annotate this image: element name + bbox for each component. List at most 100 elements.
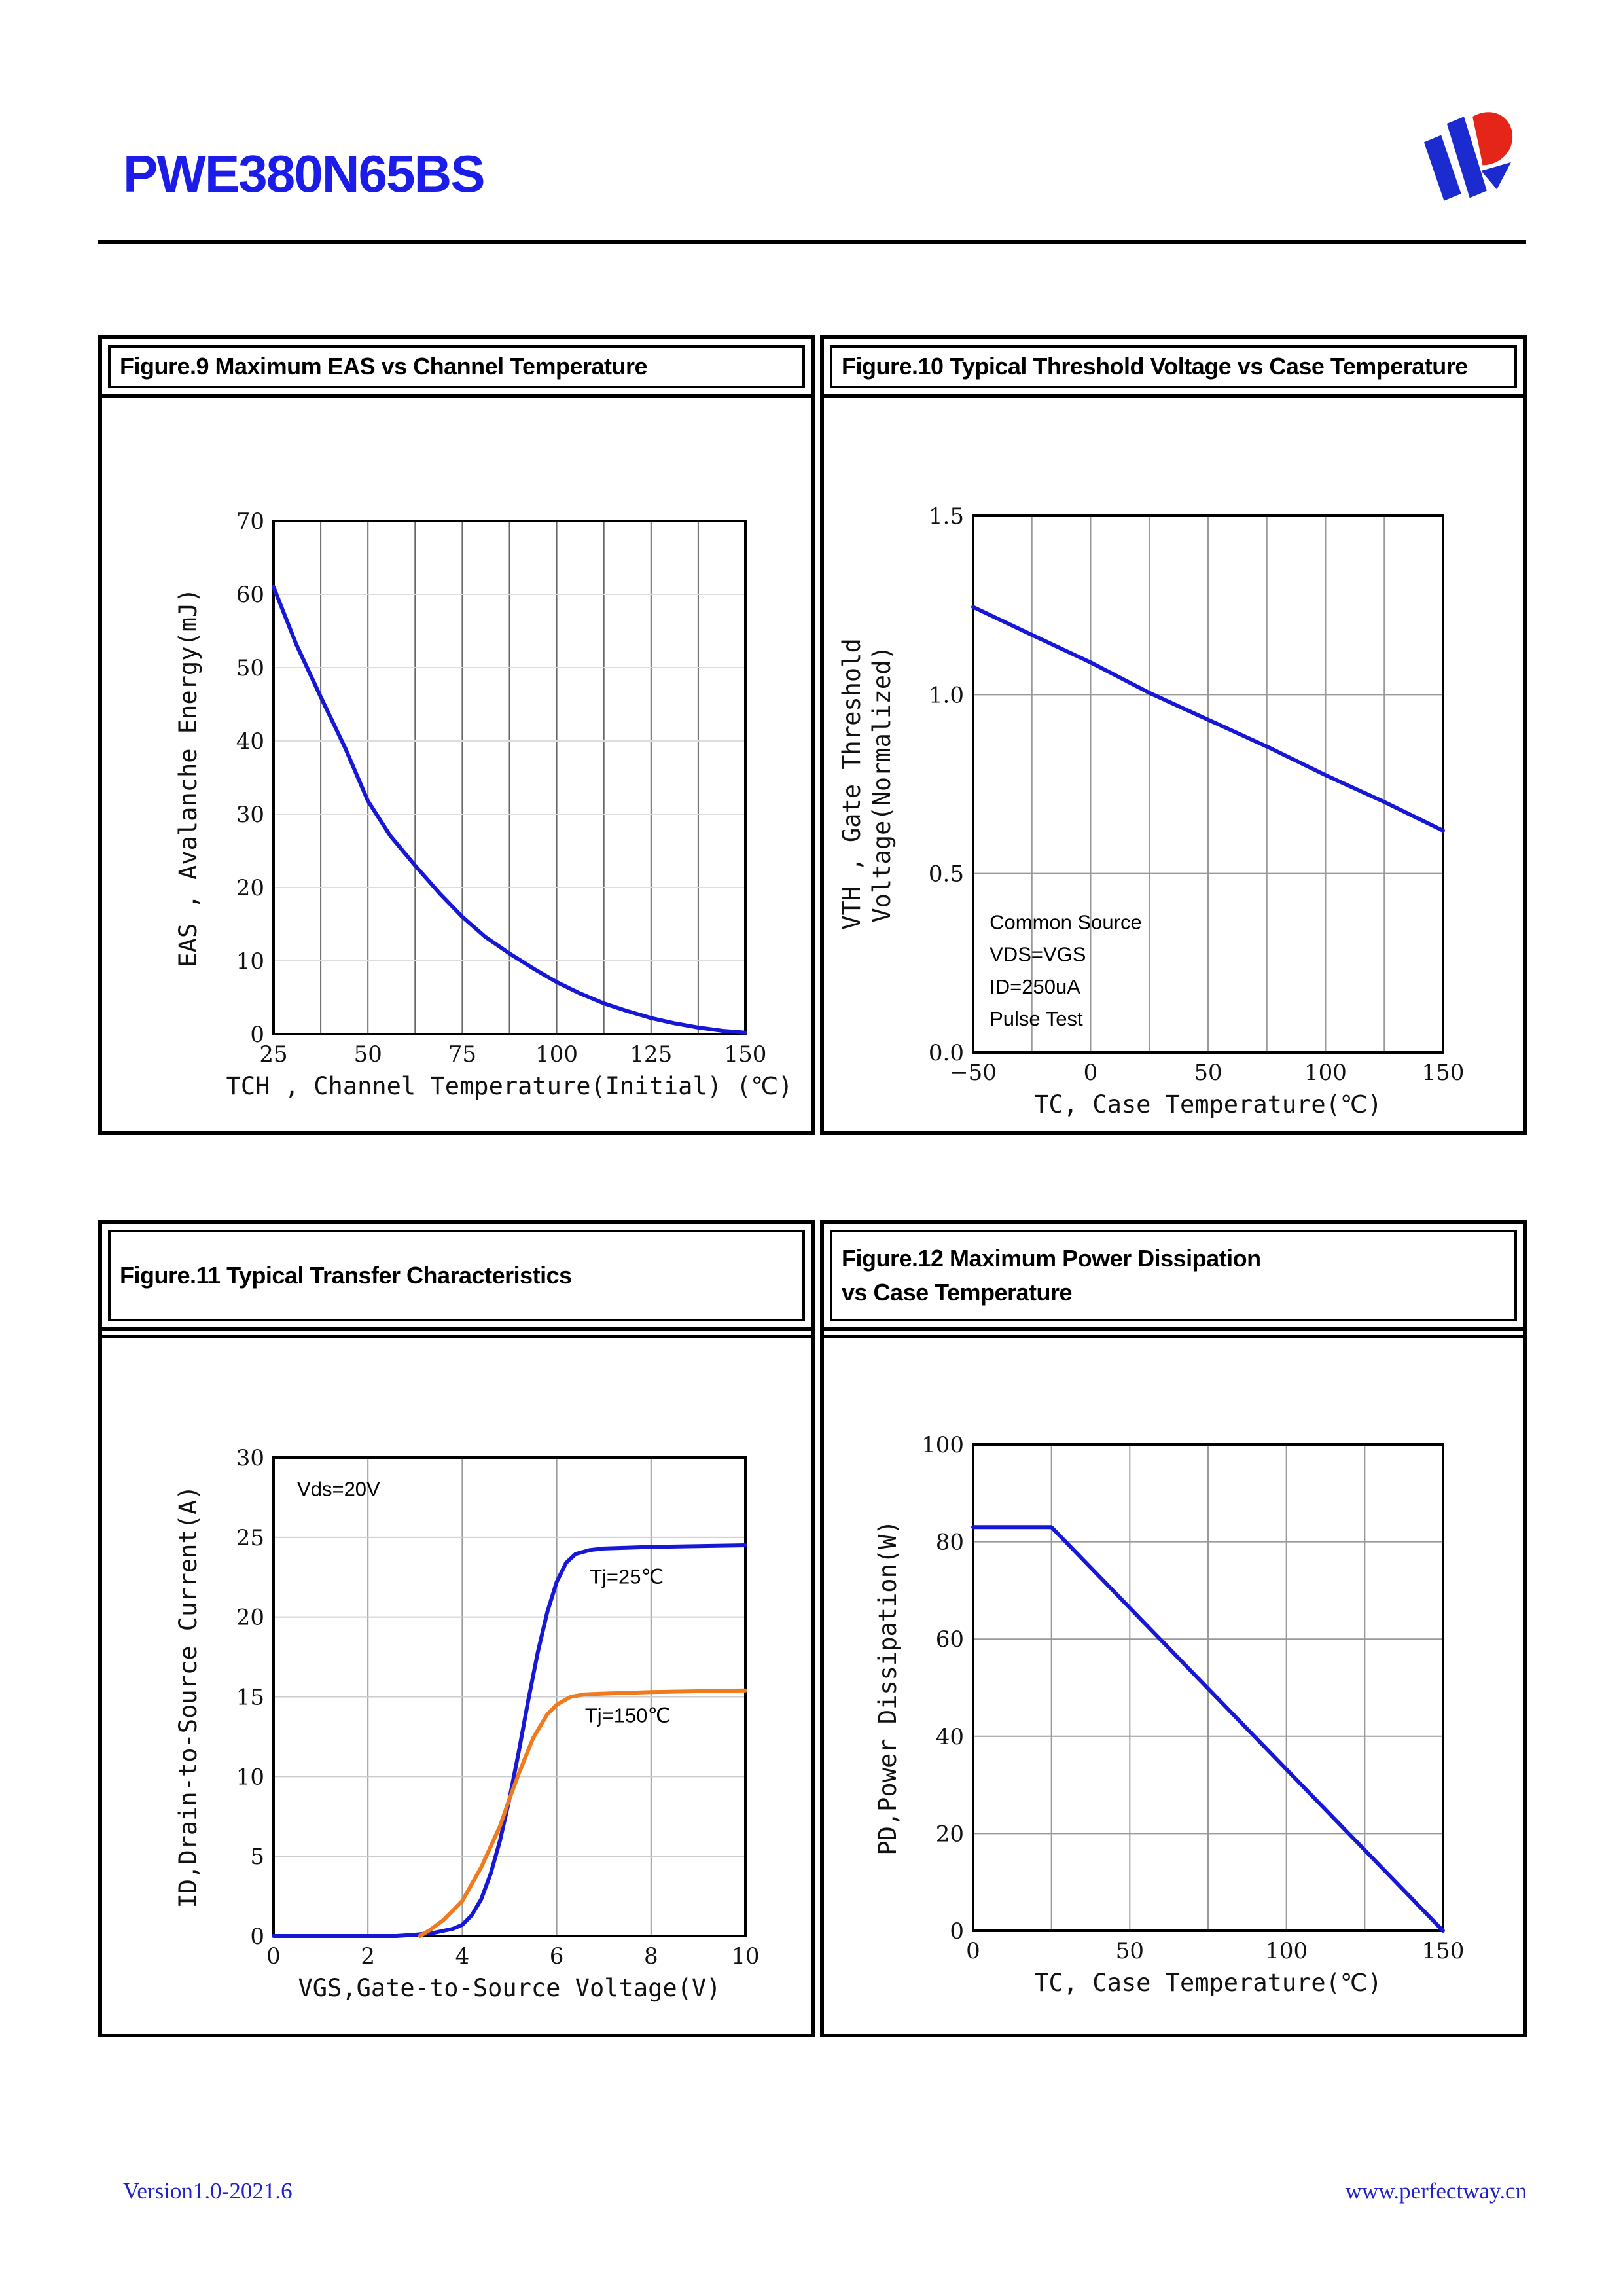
y-tick-label: 5 [250,1844,264,1870]
x-tick-label: 10 [731,1943,759,1969]
y-tick-label: 10 [236,1764,264,1790]
y-tick-label: 0 [250,1022,264,1048]
y-tick-label: 15 [236,1685,264,1711]
x-tick-label: 125 [630,1041,672,1067]
x-tick-label: 2 [361,1943,375,1969]
figure-11-chart: 0 2 4 6 8 10 0 5 10 15 20 25 30 VGS,Gate-to-Source Vo… [102,1338,811,2034]
x-tick-label: 150 [724,1041,767,1067]
y-tick-label: 20 [236,875,264,901]
panel-figure-10: Figure.10 Typical Threshold Voltage vs C… [820,335,1527,1135]
y-axis-title: VTH , Gate ThresholdVoltage(Normalized) [838,638,896,930]
x-tick-label: 0 [966,1938,980,1964]
y-tick-label: 30 [236,802,264,828]
x-tick-label: 0 [1084,1060,1098,1086]
figure-10-chart: −50 0 50 100 150 0.0 0.5 1.0 1.5 TC, Case Tempera… [824,398,1523,1131]
series-eas-vs-tch [272,584,747,1035]
x-tick-label: 150 [1422,1060,1465,1086]
figure-10-chart-area: −50 0 50 100 150 0.0 0.5 1.0 1.5 TC, Case Tempera… [824,398,1523,1131]
y-axis-title: EAS , Avalanche Energy(mJ) [174,588,202,967]
figure-12-title-line-1: Figure.12 Maximum Power Dissipation [842,1245,1261,1272]
x-tick-label: 50 [354,1041,382,1067]
x-axis-title: TC, Case Temperature(℃) [1034,1969,1382,1997]
y-tick-label: 30 [236,1445,264,1471]
x-tick-label: 50 [1116,1938,1144,1964]
chart-annotation: Tj=25℃ [590,1565,664,1588]
chart-svg: 0 50 100 150 0 20 40 60 80 100 TC, Case Temperatur… [874,1432,1465,1997]
y-tick-label: 60 [936,1626,964,1653]
figure-9-title: Figure.9 Maximum EAS vs Channel Temperat… [120,353,648,380]
figure-11-title: Figure.11 Typical Transfer Characteristi… [120,1262,572,1289]
y-tick-label: 10 [236,948,264,975]
x-axis-title: VGS,Gate-to-Source Voltage(V) [298,1974,721,2002]
panel-title-bar: Figure.12 Maximum Power Dissipation vs C… [824,1224,1523,1331]
figure-11-title-box: Figure.11 Typical Transfer Characteristi… [108,1230,805,1321]
figure-10-title: Figure.10 Typical Threshold Voltage vs C… [842,353,1468,380]
y-tick-label: 25 [236,1525,264,1551]
x-tick-label: 100 [535,1041,578,1067]
x-tick-label: 0 [266,1943,281,1969]
y-tick-label: 0 [250,1924,264,1950]
y-tick-label: 20 [236,1605,264,1631]
y-tick-label: 40 [236,728,264,755]
x-axis-title: TCH , Channel Temperature(Initial) (℃) [226,1072,793,1100]
chart-annotation: VDS=VGS [990,943,1086,966]
x-tick-label: 4 [455,1943,470,1969]
company-logo-icon [1423,112,1513,201]
figure-12-chart-area: 0 50 100 150 0 20 40 60 80 100 TC, Case Temperatur… [824,1335,1523,2034]
x-tick-label: 50 [1194,1060,1222,1086]
chart-svg: −50 0 50 100 150 0.0 0.5 1.0 1.5 TC, Case Tempera… [838,503,1465,1119]
figure-11-chart-area: 0 2 4 6 8 10 0 5 10 15 20 25 30 VGS,Gate-to-Source Vo… [102,1335,811,2034]
y-tick-label: 80 [936,1530,964,1556]
plot-border [272,1456,747,1937]
x-tick-label: −50 [950,1060,997,1086]
y-tick-label: 40 [936,1724,964,1750]
chart-annotation: Tj=150℃ [585,1704,670,1727]
header-divider [98,240,1526,244]
footer-website: www.perfectway.cn [1345,2178,1527,2204]
chart-annotation: Pulse Test [990,1007,1083,1030]
panel-title-bar: Figure.9 Maximum EAS vs Channel Temperat… [102,339,811,398]
y-tick-label: 100 [921,1432,964,1458]
y-tick-label: 50 [236,655,264,681]
panel-title-bar: Figure.10 Typical Threshold Voltage vs C… [824,339,1523,398]
x-tick-label: 100 [1304,1060,1347,1086]
page-title: PWE380N65BS [123,145,486,203]
figure-12-chart: 0 50 100 150 0 20 40 60 80 100 TC, Case Temperatur… [824,1338,1523,2034]
figure-9-chart-area: 25 50 75 100 125 150 0 10 20 30 40 50 60 70 TCH , Chan… [102,398,811,1131]
plot-border [972,514,1444,1054]
figure-12-title-box: Figure.12 Maximum Power Dissipation vs C… [830,1230,1517,1321]
panel-figure-9: Figure.9 Maximum EAS vs Channel Temperat… [98,335,815,1135]
figure-10-title-box: Figure.10 Typical Threshold Voltage vs C… [830,345,1517,388]
x-tick-label: 25 [259,1041,287,1067]
x-axis-title: TC, Case Temperature(℃) [1034,1090,1382,1119]
series-pd-vs-tc [971,1525,1445,1933]
x-tick-label: 150 [1422,1938,1465,1964]
x-tick-label: 100 [1265,1938,1308,1964]
plot-border [272,520,747,1035]
y-axis-title: ID,Drain-to-Source Current(A) [174,1485,202,1908]
plot-border [972,1443,1444,1932]
panel-figure-12: Figure.12 Maximum Power Dissipation vs C… [820,1220,1527,2037]
chart-svg: 25 50 75 100 125 150 0 10 20 30 40 50 60 70 TCH , Chan… [174,509,793,1100]
chart-annotation: Common Source [990,910,1142,933]
series-tj-25c [272,1543,747,1938]
figure-9-chart: 25 50 75 100 125 150 0 10 20 30 40 50 60 70 TCH , Chan… [102,398,811,1131]
x-tick-label: 75 [448,1041,476,1067]
figure-12-title-line-2: vs Case Temperature [842,1278,1073,1306]
y-tick-label: 70 [236,509,264,535]
y-tick-label: 60 [236,582,264,608]
y-axis-title: PD,Power Dissipation(W) [874,1520,902,1855]
series-vth-normalized [971,605,1445,833]
panel-title-bar: Figure.11 Typical Transfer Characteristi… [102,1224,811,1331]
chart-svg: 0 2 4 6 8 10 0 5 10 15 20 25 30 VGS,Gate-to-Source Vo… [174,1445,760,2002]
y-tick-label: 20 [936,1821,964,1847]
footer-version: Version1.0-2021.6 [123,2178,293,2204]
x-tick-label: 8 [644,1943,658,1969]
chart-annotation: Vds=20V [297,1477,380,1500]
x-tick-label: 6 [550,1943,564,1969]
y-tick-label: 0.5 [929,861,964,888]
figure-9-title-box: Figure.9 Maximum EAS vs Channel Temperat… [108,345,805,388]
chart-annotation: ID=250uA [990,975,1080,998]
y-tick-label: 0.0 [929,1040,964,1066]
